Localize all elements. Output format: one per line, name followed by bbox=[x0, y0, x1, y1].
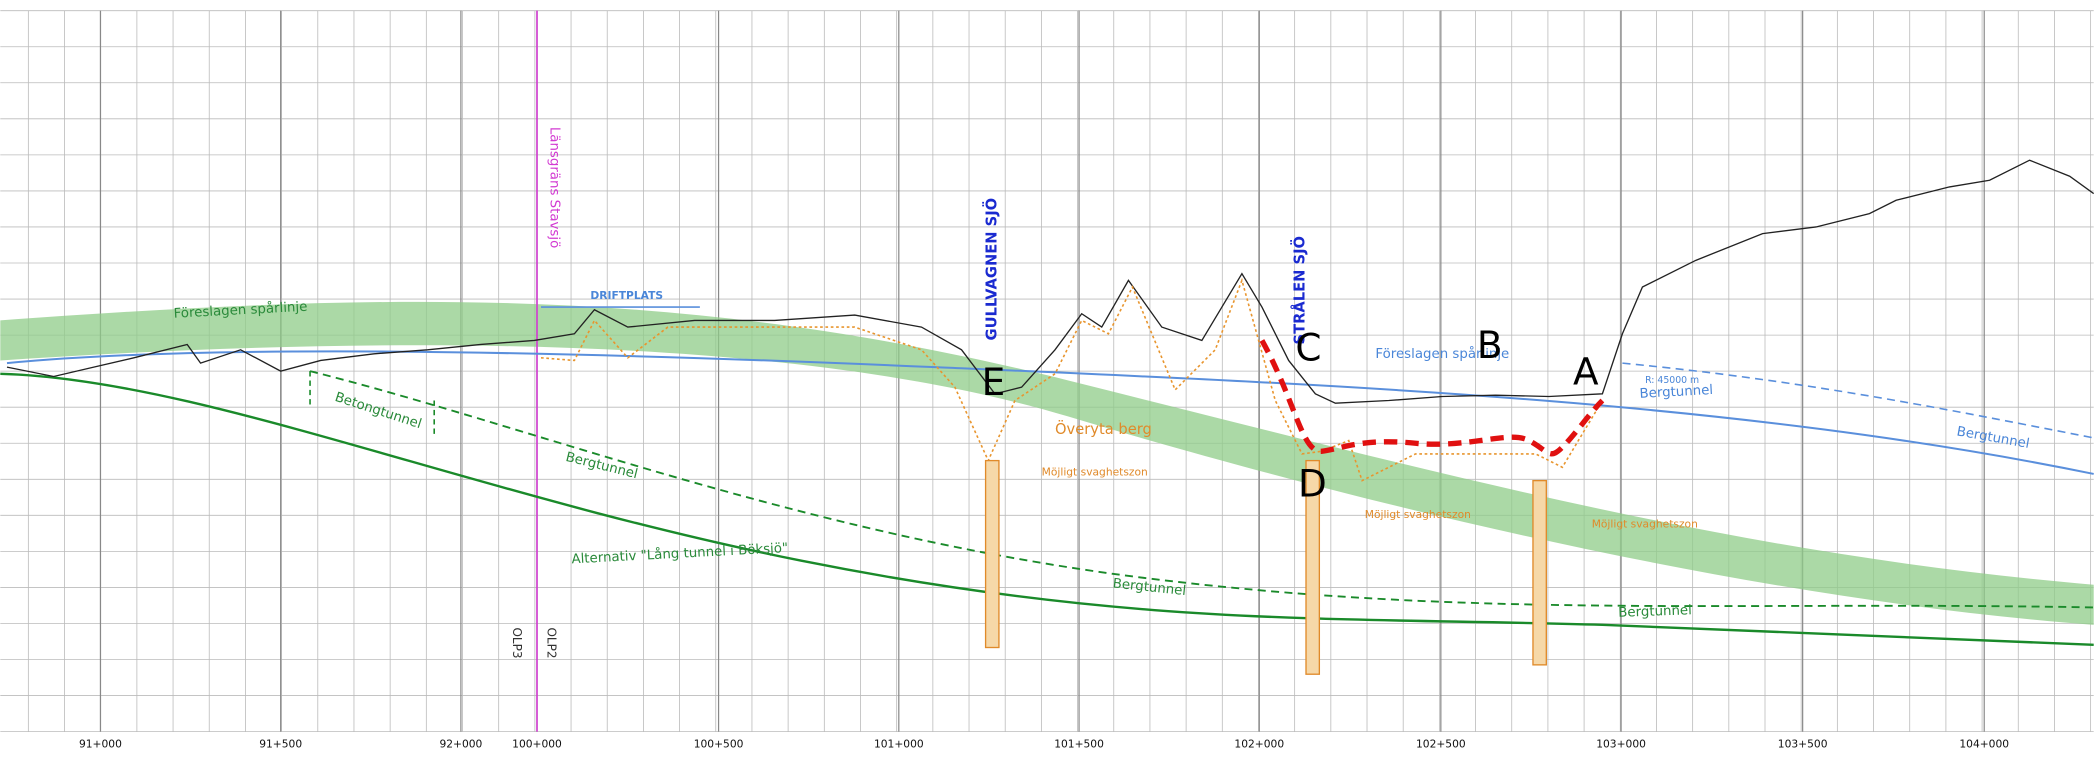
chainage-label: 102+500 bbox=[1416, 738, 1466, 751]
chainage-labels: 91+000 91+500 92+000 100+000 100+500 101+000 1… bbox=[79, 738, 2009, 751]
chainage-label: 91+500 bbox=[259, 738, 302, 751]
track-corridor bbox=[0, 301, 2094, 625]
label: GULLVAGNEN SJÖ bbox=[982, 198, 1000, 341]
chainage-label: 92+000 bbox=[439, 738, 482, 751]
track-dashed bbox=[1622, 362, 2094, 439]
label: Bergtunnel bbox=[1618, 603, 1692, 621]
label: Möjligt svaghetszon bbox=[1592, 517, 1698, 530]
marker: D bbox=[1298, 462, 1327, 506]
alt-tunnel-dashed bbox=[309, 370, 2094, 609]
marker: C bbox=[1295, 325, 1321, 369]
label: Överyta berg bbox=[1055, 420, 1152, 438]
label: OLP3 bbox=[510, 627, 524, 658]
chainage-label: 104+000 bbox=[1959, 738, 2009, 751]
weakness-zones bbox=[984, 459, 1547, 675]
label: Föreslagen spårlinje bbox=[1375, 345, 1509, 362]
weakness-zone bbox=[1532, 479, 1547, 666]
concrete-tunnel-ends bbox=[309, 371, 436, 438]
weakness-zone bbox=[984, 459, 1000, 649]
chainage-label: 91+000 bbox=[79, 738, 122, 751]
label: DRIFTPLATS bbox=[590, 289, 663, 302]
proposed-track bbox=[6, 350, 2094, 475]
marker: B bbox=[1477, 323, 1503, 367]
chainage-label: 100+000 bbox=[512, 738, 562, 751]
marker: E bbox=[982, 360, 1006, 404]
chainage-label: 103+000 bbox=[1596, 738, 1646, 751]
marker: A bbox=[1573, 350, 1599, 394]
chainage-label: 101+500 bbox=[1054, 738, 1104, 751]
label: Länsgräns Stavsjö bbox=[546, 127, 561, 248]
terrain-line bbox=[6, 159, 2094, 404]
chainage-label: 103+500 bbox=[1778, 738, 1828, 751]
label: Möjligt svaghetszon bbox=[1042, 465, 1148, 478]
label: STRÅLEN SJÖ bbox=[1291, 236, 1309, 344]
label: Bergtunnel bbox=[1639, 383, 1713, 402]
label: OLP2 bbox=[545, 627, 559, 658]
chainage-label: 101+000 bbox=[874, 738, 924, 751]
alt-tunnel-line bbox=[0, 372, 2094, 647]
label: R: 45000 m bbox=[1645, 375, 1699, 386]
rock-surface-line bbox=[540, 277, 1604, 482]
label: Bergtunnel bbox=[1112, 576, 1187, 599]
chainage-label: 102+000 bbox=[1234, 738, 1284, 751]
chainage-label: 100+500 bbox=[694, 738, 744, 751]
weakness-zone bbox=[1305, 459, 1321, 675]
label: Möjligt svaghetszon bbox=[1365, 508, 1471, 521]
red-profile bbox=[1259, 339, 1605, 457]
